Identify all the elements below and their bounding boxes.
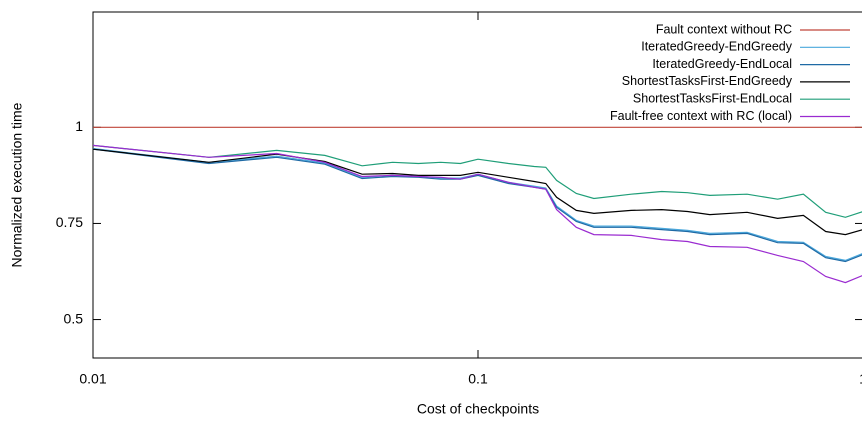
legend-bg <box>560 39 855 56</box>
legend-bg <box>560 22 855 38</box>
legend-label: IteratedGreedy-EndGreedy <box>641 40 793 54</box>
series-line <box>92 144 862 218</box>
legend-bg <box>560 108 855 125</box>
legend-bg <box>560 91 855 108</box>
legend-bg <box>560 56 855 73</box>
legend-label: IteratedGreedy-EndLocal <box>652 57 792 71</box>
legend-label: ShortestTasksFirst-EndGreedy <box>622 74 793 88</box>
y-tick-label: 0.75 <box>56 214 83 230</box>
series-line <box>92 147 862 262</box>
x-tick-label: 0.1 <box>468 371 488 387</box>
legend-label: Fault-free context with RC (local) <box>610 109 792 123</box>
legend-label: ShortestTasksFirst-EndLocal <box>633 91 792 105</box>
x-axis-label: Cost of checkpoints <box>417 401 539 417</box>
y-axis-label: Normalized execution time <box>9 102 25 267</box>
series-line <box>92 148 862 263</box>
y-tick-label: 0.5 <box>64 310 84 326</box>
legend-label: Fault context without RC <box>656 22 792 36</box>
series-line <box>92 148 862 236</box>
series-line <box>92 144 862 284</box>
legend-bg <box>560 73 855 90</box>
plot-frame <box>92 11 862 359</box>
y-tick-label: 1 <box>75 118 83 134</box>
x-tick-label: 1 <box>859 371 862 387</box>
x-tick-label: 0.01 <box>79 371 106 387</box>
